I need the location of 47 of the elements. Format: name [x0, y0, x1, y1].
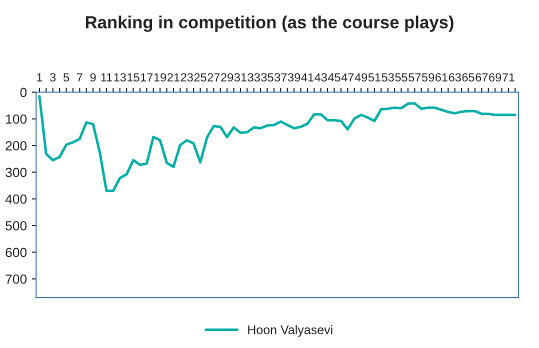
x-tick-label: 39 — [288, 73, 300, 82]
x-tick-label: 25 — [194, 73, 206, 82]
x-tick-label: 33 — [248, 73, 260, 82]
x-tick-label: 5 — [63, 73, 70, 82]
line-series — [38, 94, 516, 192]
x-tick-label: 69 — [489, 73, 502, 82]
y-tick-label: 100 — [6, 114, 27, 124]
x-tick-label: 11 — [101, 73, 112, 82]
y-tick-label: 0 — [20, 88, 27, 98]
x-tick-label: 53 — [382, 73, 394, 82]
x-tick-label: 9 — [90, 73, 96, 82]
chart-title: Ranking in competition (as the course plays) — [86, 16, 454, 32]
x-tick-label: 59 — [422, 73, 434, 82]
y-tick-label: 700 — [6, 274, 27, 284]
y-tick-label: 300 — [6, 168, 27, 178]
x-tick-label: 61 — [436, 73, 448, 82]
x-tick-label: 49 — [354, 73, 368, 82]
x-tick-label: 67 — [476, 73, 488, 82]
x-tick-label: 41 — [301, 73, 314, 82]
x-tick-label: 51 — [368, 73, 380, 82]
x-tick-label: 23 — [180, 73, 193, 82]
x-tick-label: 17 — [141, 73, 153, 82]
x-tick-label: 13 — [114, 73, 126, 82]
x-tick-label: 45 — [328, 73, 340, 82]
x-tick-label: 31 — [234, 73, 246, 82]
x-tick-label: 7 — [76, 73, 82, 82]
x-tick-label: 19 — [154, 73, 166, 82]
x-tick-label: 43 — [314, 73, 327, 82]
y-tick-label: 500 — [6, 221, 27, 230]
x-tick-label: 1 — [37, 73, 42, 82]
y-tick-label: 200 — [6, 141, 27, 150]
x-tick-label: 65 — [462, 73, 474, 82]
x-tick-label: 27 — [208, 73, 220, 82]
x-tick-label: 3 — [50, 73, 56, 82]
x-tick-label: 71 — [502, 73, 514, 82]
x-tick-label: 47 — [341, 73, 354, 82]
x-tick-label: 57 — [408, 73, 421, 82]
x-tick-label: 63 — [448, 73, 461, 82]
legend-label: Hoon Valyasevi — [248, 325, 332, 337]
x-tick-label: 55 — [395, 73, 408, 82]
x-tick-label: 21 — [167, 73, 180, 82]
x-tick-label: 37 — [274, 73, 287, 82]
y-tick-label: 400 — [5, 194, 27, 204]
x-tick-label: 35 — [261, 73, 274, 82]
y-tick-label: 600 — [6, 248, 27, 258]
x-tick-label: 29 — [221, 73, 234, 82]
x-tick-label: 15 — [128, 73, 140, 82]
